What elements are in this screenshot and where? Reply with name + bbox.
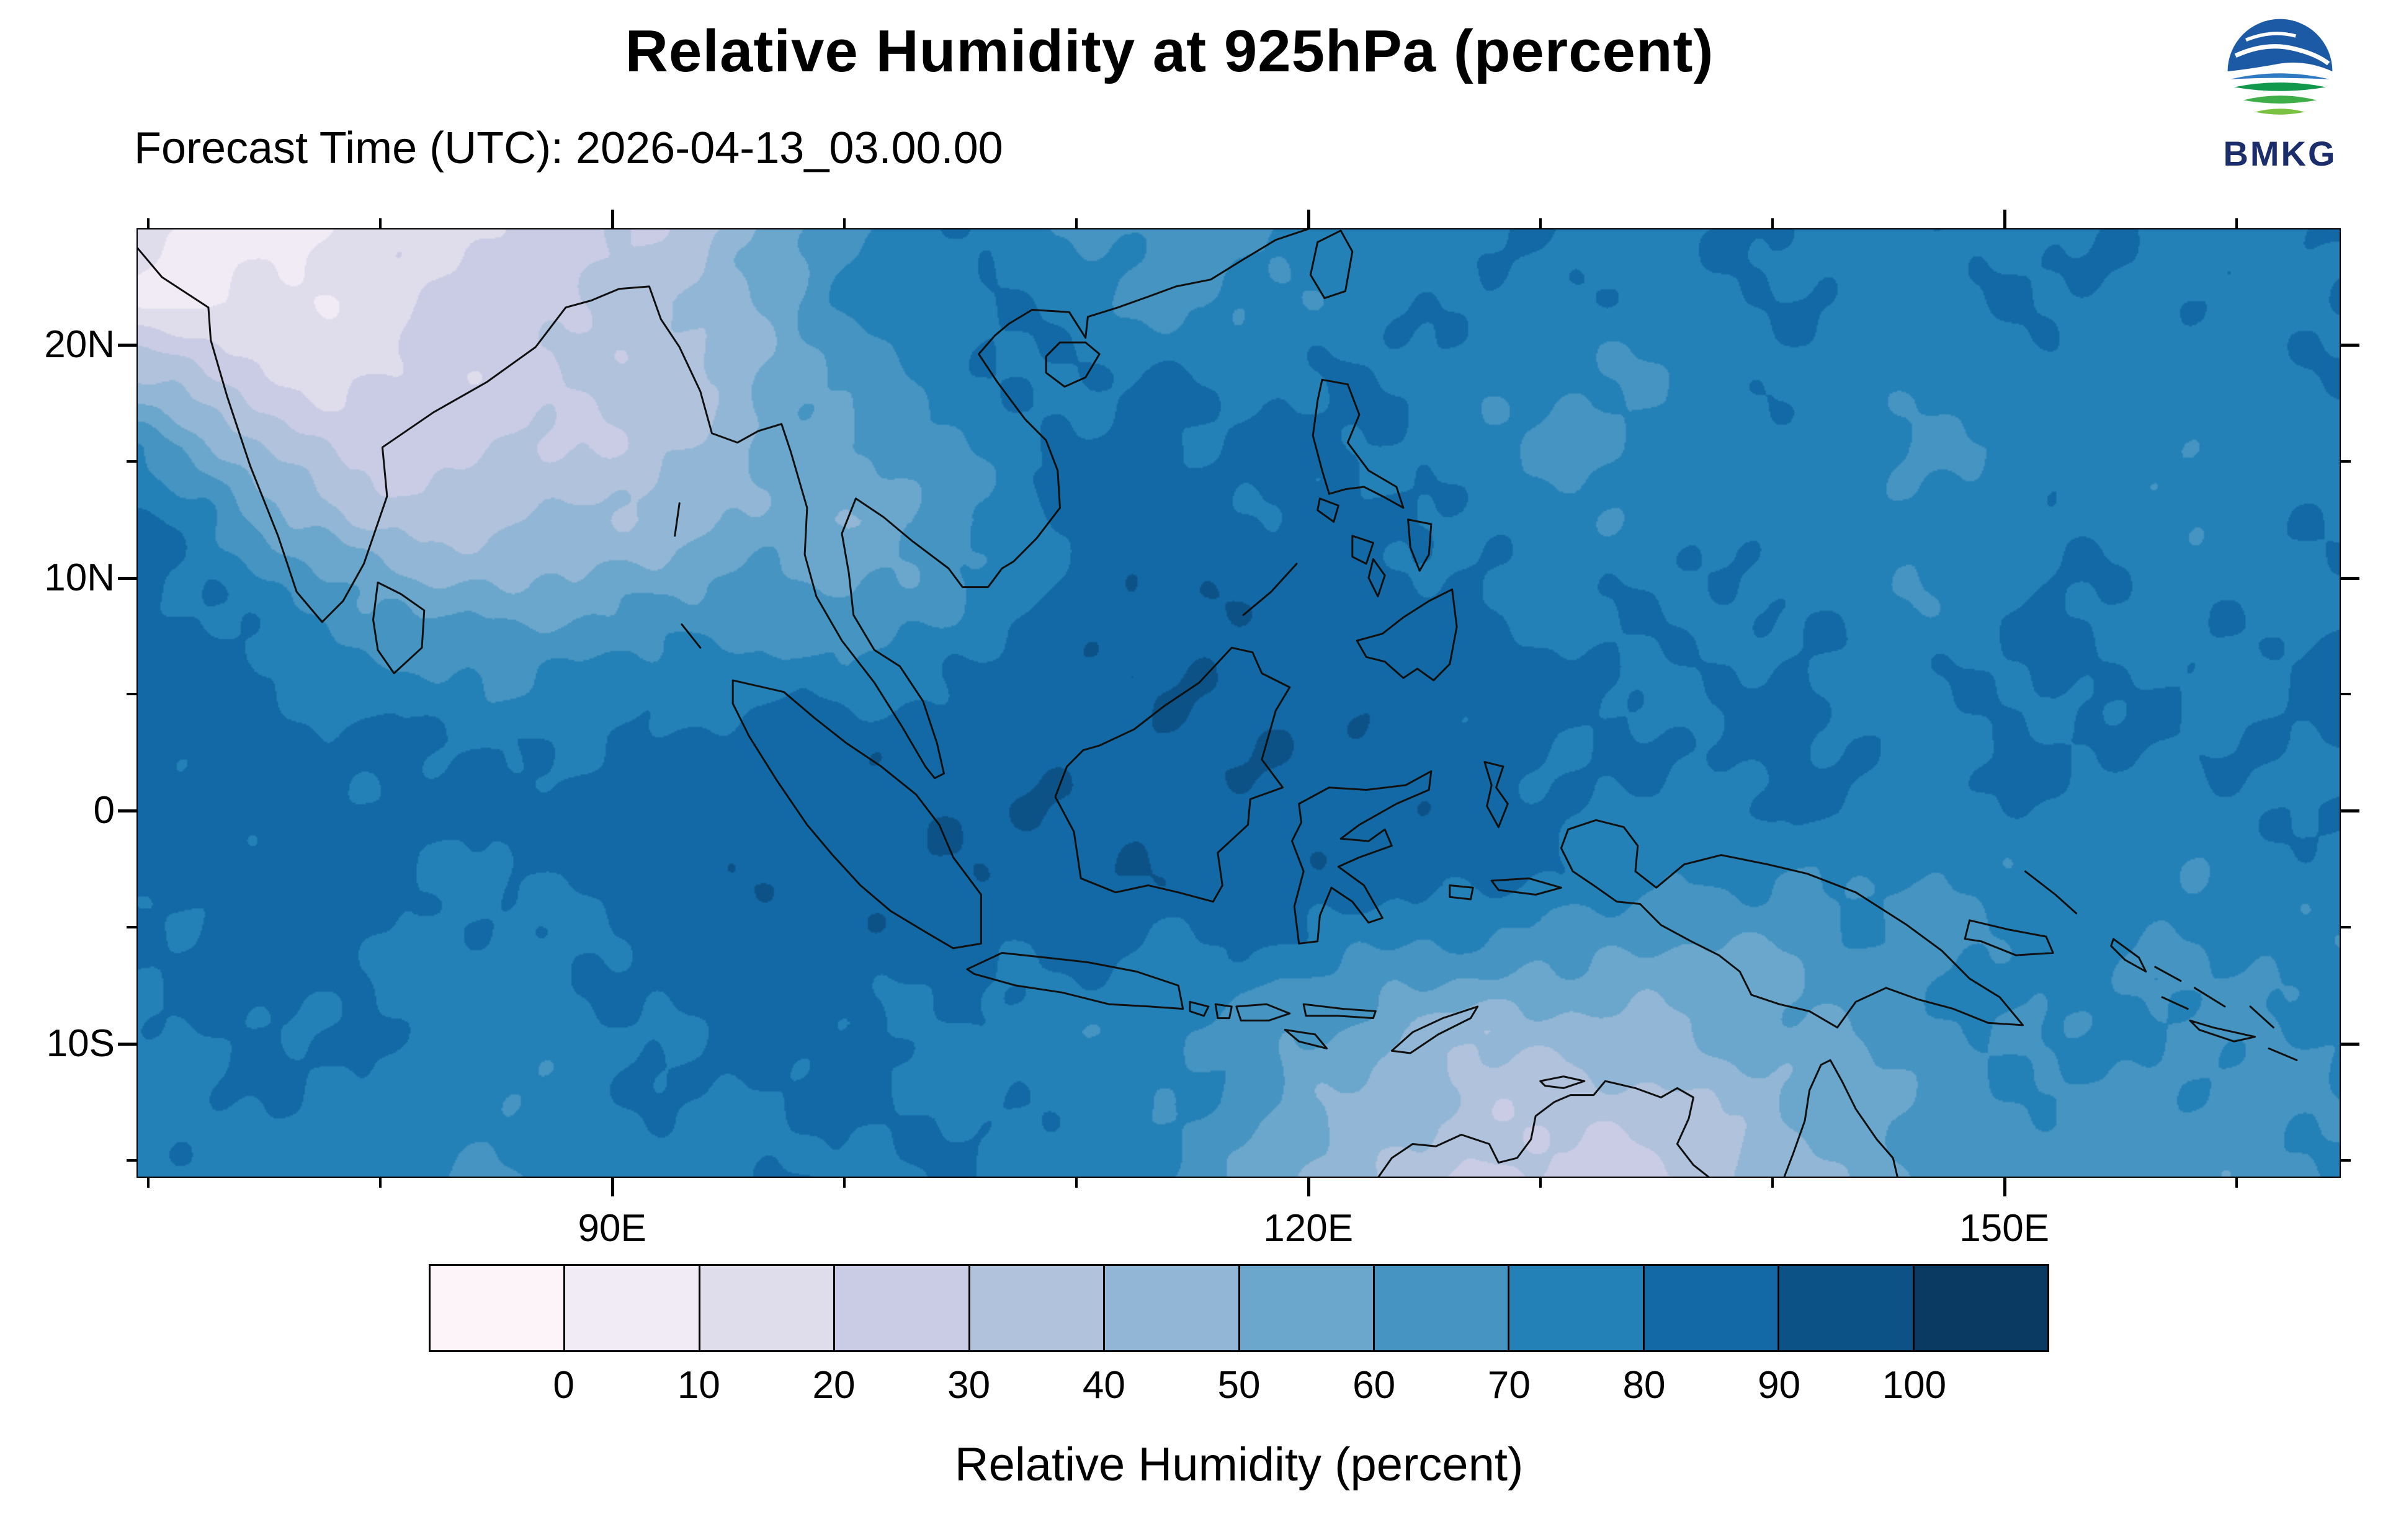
colorbar-segment bbox=[1644, 1266, 1780, 1350]
axis-tick bbox=[2341, 693, 2351, 696]
axis-tick bbox=[1075, 1178, 1078, 1188]
axis-tick bbox=[610, 210, 614, 228]
axis-tick bbox=[2003, 210, 2006, 228]
axis-tick bbox=[2341, 576, 2359, 580]
axis-tick bbox=[610, 1178, 614, 1196]
longitude-tick-label: 150E bbox=[1959, 1207, 2050, 1250]
axis-tick bbox=[1771, 1178, 1774, 1188]
colorbar-segment bbox=[835, 1266, 970, 1350]
colorbar-tick-label: 70 bbox=[1487, 1364, 1531, 1407]
axis-tick bbox=[1539, 1178, 1542, 1188]
latitude-tick-label: 10S bbox=[46, 1021, 115, 1065]
axis-tick bbox=[146, 1178, 150, 1188]
forecast-time: Forecast Time (UTC): 2026-04-13_03.00.00 bbox=[134, 123, 1003, 173]
colorbar-segment bbox=[565, 1266, 700, 1350]
axis-tick bbox=[2003, 1178, 2006, 1196]
colorbar-tick-labels: 0 10 20 30 40 50 60 70 80 90 100 bbox=[429, 1363, 2049, 1408]
colorbar-segment bbox=[431, 1266, 566, 1350]
colorbar-tick-label: 0 bbox=[553, 1364, 575, 1407]
axis-tick bbox=[127, 460, 136, 463]
axis-tick bbox=[1307, 1178, 1310, 1196]
axis-tick bbox=[2235, 1178, 2238, 1188]
colorbar-segment bbox=[1509, 1266, 1645, 1350]
axis-tick bbox=[127, 926, 136, 929]
map-plot: 20N 10N 0 10S 90E 120E 150E bbox=[44, 210, 2359, 1250]
bmkg-logo-icon bbox=[2227, 19, 2333, 115]
latitude-tick-label: 10N bbox=[44, 556, 115, 599]
humidity-field-canvas bbox=[136, 228, 2341, 1178]
colorbar-segment bbox=[700, 1266, 836, 1350]
bmkg-logo-text: BMKG bbox=[2223, 134, 2337, 173]
colorbar-segment bbox=[1779, 1266, 1915, 1350]
axis-tick bbox=[146, 218, 150, 228]
axis-tick bbox=[843, 1178, 846, 1188]
axis-tick bbox=[1771, 218, 1774, 228]
colorbar-segment bbox=[970, 1266, 1106, 1350]
axis-tick bbox=[843, 218, 846, 228]
colorbar-tick-label: 80 bbox=[1622, 1364, 1666, 1407]
axis-tick bbox=[118, 1042, 136, 1046]
coastline-overlay bbox=[136, 228, 2341, 1178]
colorbar-segment bbox=[1240, 1266, 1375, 1350]
colorbar-tick-label: 60 bbox=[1352, 1364, 1396, 1407]
axis-tick bbox=[127, 1159, 136, 1162]
colorbar-tick-label: 20 bbox=[812, 1364, 856, 1407]
axis-tick bbox=[1539, 218, 1542, 228]
axis-tick bbox=[378, 1178, 382, 1188]
latitude-tick-label: 0 bbox=[93, 789, 115, 832]
longitude-tick-label: 120E bbox=[1263, 1207, 1354, 1250]
axis-tick bbox=[1307, 210, 1310, 228]
colorbar-segment bbox=[1374, 1266, 1510, 1350]
axis-tick bbox=[118, 576, 136, 580]
axis-tick bbox=[1075, 218, 1078, 228]
colorbar-tick-label: 30 bbox=[947, 1364, 991, 1407]
axis-tick bbox=[2341, 1159, 2351, 1162]
latitude-tick-label: 20N bbox=[44, 323, 115, 366]
axis-tick bbox=[2235, 218, 2238, 228]
page-title: Relative Humidity at 925hPa (percent) bbox=[625, 18, 1714, 84]
axis-tick bbox=[2341, 926, 2351, 929]
bmkg-logo: BMKG bbox=[2206, 11, 2354, 174]
axis-tick bbox=[378, 218, 382, 228]
colorbar bbox=[429, 1264, 2049, 1352]
axis-tick bbox=[118, 343, 136, 347]
axis-tick bbox=[2341, 460, 2351, 463]
axis-tick bbox=[2341, 1042, 2359, 1046]
colorbar-segment bbox=[1914, 1266, 2048, 1350]
colorbar-tick-label: 50 bbox=[1217, 1364, 1261, 1407]
colorbar-tick-label: 10 bbox=[677, 1364, 720, 1407]
axis-tick bbox=[2341, 343, 2359, 347]
colorbar-tick-label: 100 bbox=[1882, 1364, 1947, 1407]
map-frame bbox=[136, 228, 2341, 1178]
colorbar-title: Relative Humidity (percent) bbox=[954, 1438, 1524, 1491]
longitude-tick-label: 90E bbox=[578, 1207, 646, 1250]
colorbar-segment bbox=[1105, 1266, 1240, 1350]
axis-tick bbox=[127, 693, 136, 696]
axis-tick bbox=[2341, 809, 2359, 813]
colorbar-tick-label: 40 bbox=[1082, 1364, 1125, 1407]
colorbar-tick-label: 90 bbox=[1758, 1364, 1801, 1407]
axis-tick bbox=[118, 809, 136, 813]
coastlines bbox=[136, 228, 2298, 1178]
